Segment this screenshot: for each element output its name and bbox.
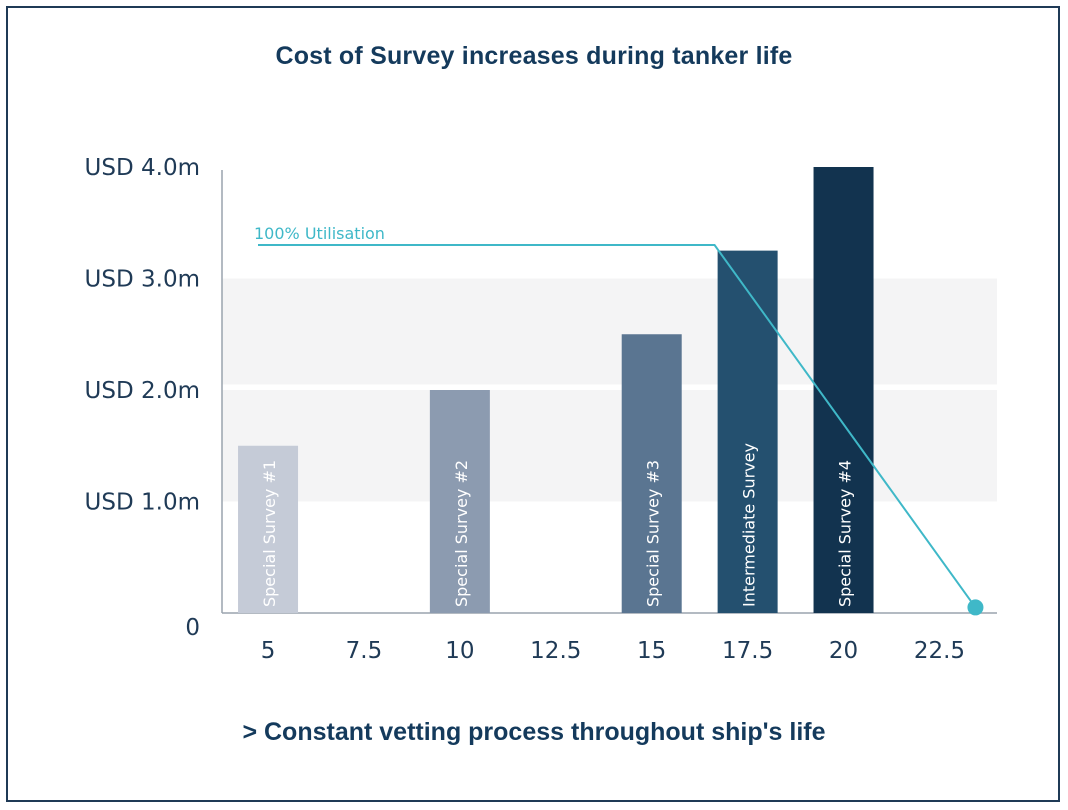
utilisation-line-group: 100% Utilisation [254, 224, 984, 616]
bar-label: Special Survey #2 [452, 460, 471, 607]
background-band [222, 390, 997, 502]
bar [429, 390, 490, 613]
chart-footer: > Constant vetting process throughout sh… [242, 718, 826, 746]
x-tick-label: 12.5 [530, 638, 581, 664]
chart-title: Cost of Survey increases during tanker l… [275, 42, 793, 70]
bar [813, 167, 874, 613]
x-tick-label: 10 [445, 638, 474, 664]
bar [238, 445, 299, 613]
x-tick-labels: 5 7.5 10 12.5 15 17.5 20 22.5 [261, 638, 965, 664]
bar-label: Special Survey #1 [260, 460, 279, 607]
x-tick-label: 20 [829, 638, 858, 664]
x-tick-label: 7.5 [346, 638, 383, 664]
y-tick-label: 0 [185, 615, 200, 641]
x-tick-label: 5 [261, 638, 276, 664]
bar-label: Intermediate Survey [740, 443, 759, 607]
y-tick-label: USD 1.0m [85, 490, 200, 516]
bar [621, 334, 682, 613]
background-band [222, 278, 997, 385]
bar-label: Special Survey #4 [836, 460, 855, 607]
utilisation-label: 100% Utilisation [254, 224, 385, 243]
bars: Special Survey #1 Special Survey #2 Specia… [238, 167, 874, 613]
utilisation-line [258, 244, 977, 609]
bar-label: Special Survey #3 [644, 460, 663, 607]
y-tick-labels: 0 USD 1.0m USD 2.0m USD 3.0m USD 4.0m [85, 155, 200, 641]
x-tick-label: 15 [637, 638, 666, 664]
x-tick-label: 17.5 [722, 638, 773, 664]
background-bands [222, 278, 997, 502]
y-tick-label: USD 3.0m [85, 267, 200, 293]
y-tick-label: USD 4.0m [85, 155, 200, 181]
utilisation-end-point [967, 599, 984, 616]
x-tick-label: 22.5 [914, 638, 965, 664]
bar [717, 250, 778, 613]
y-tick-label: USD 2.0m [85, 378, 200, 404]
